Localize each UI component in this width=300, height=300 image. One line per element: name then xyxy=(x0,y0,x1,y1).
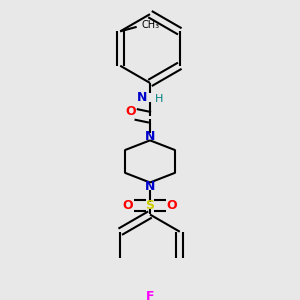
Text: N: N xyxy=(137,92,148,104)
Text: N: N xyxy=(145,180,155,193)
Text: O: O xyxy=(123,199,134,212)
Text: S: S xyxy=(146,199,154,212)
Text: O: O xyxy=(125,105,136,118)
Text: N: N xyxy=(145,130,155,143)
Text: F: F xyxy=(146,290,154,300)
Text: CH₃: CH₃ xyxy=(141,20,159,30)
Text: H: H xyxy=(155,94,163,104)
Text: O: O xyxy=(167,199,177,212)
